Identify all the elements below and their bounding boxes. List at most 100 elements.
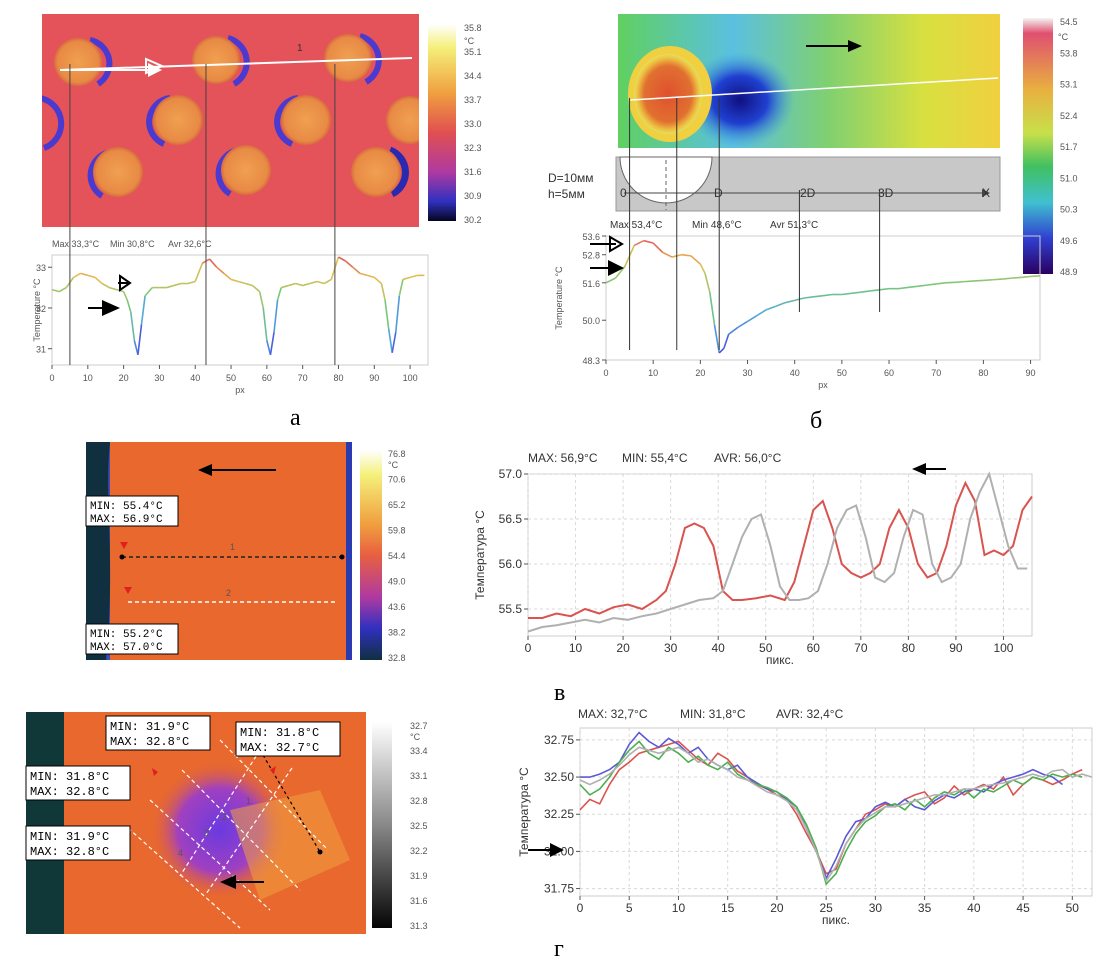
y-tick-label: 31.75: [544, 882, 574, 896]
series-segment: [690, 255, 701, 265]
series-segment: [194, 262, 204, 282]
colorbar-tick: 33.4: [410, 746, 428, 756]
scan-line-label-d2: 2: [222, 812, 227, 822]
colorbar-unit-b: °C: [1058, 32, 1069, 42]
series-segment: [1002, 277, 1012, 280]
series-segment: [73, 272, 82, 279]
series-segment: [387, 328, 393, 353]
x-tick-label: 25: [819, 901, 833, 915]
x-tick-label: 0: [49, 373, 54, 383]
info-box-d1-min: MIN: 31.9°C: [110, 720, 189, 734]
colorbar-tick: 50.3: [1060, 205, 1078, 215]
x-tick-label: 60: [262, 373, 272, 383]
colorbar-unit-a: °C: [464, 36, 475, 46]
colorbar-tick: 33.0: [464, 119, 482, 129]
series-line-1: [528, 480, 1033, 619]
colorbar-tick: 31.6: [410, 896, 428, 906]
info-box-d4: MIN: 31.9°C MAX: 32.8°C: [25, 825, 131, 861]
series-segment: [276, 287, 282, 301]
series-segment: [737, 320, 748, 328]
arrow-right-b1: [590, 235, 624, 253]
x-tick-label: 70: [931, 368, 941, 378]
series-segment: [983, 278, 993, 282]
series-segment: [129, 311, 136, 341]
series-segment: [813, 294, 824, 298]
stat-avg-a: Avr 32,6°C: [168, 239, 212, 249]
connector-lines-a: [69, 64, 336, 365]
flow-arrow-a: [60, 57, 165, 77]
colorbar-tick: 32.3: [464, 143, 482, 153]
panel-d-image: 1 2 3 4 MIN: 31.9°C MAX: 32.8°C MIN: 31.…: [25, 712, 428, 934]
series-segment: [280, 284, 289, 289]
colorbar-tick: 54.5: [1060, 17, 1078, 27]
colorbar-tick: 54.4: [388, 551, 406, 561]
scan-line-label-c1: 1: [230, 542, 235, 552]
colorbar-b: °C 54.5 53.8 53.1 52.4 51.7 51.0 50.3 49.6 48.9: [1023, 17, 1078, 277]
series-segment: [955, 280, 965, 284]
y-axis-label: Температура °C: [517, 767, 531, 857]
x-tick-label: 50: [837, 368, 847, 378]
y-axis-label: Temperature °C: [32, 278, 42, 342]
colorbar-tick: 32.8: [388, 653, 406, 663]
colorbar-tick: 32.2: [410, 846, 428, 856]
x-tick-label: 80: [902, 641, 916, 655]
colorbar-tick: 49.0: [388, 577, 406, 587]
y-tick-label: 32.25: [544, 807, 574, 821]
x-tick-label: 40: [790, 368, 800, 378]
series-segment: [295, 282, 303, 287]
colorbar-tick: 31.6: [464, 167, 482, 177]
x-tick-label: 90: [949, 641, 963, 655]
info-box-d3-min: MIN: 31.8°C: [30, 770, 109, 784]
series-segment: [747, 314, 758, 323]
flow-arrow-c: [198, 464, 276, 476]
connector-lines-b: [629, 98, 881, 350]
info-box-d3-max: MAX: 32.8°C: [30, 785, 109, 799]
series-segment: [122, 291, 128, 301]
stat-max-b: Max 53,4°C: [610, 220, 662, 231]
diagram-h-label: h=5мм: [548, 187, 585, 201]
x-tick-label: 10: [648, 368, 658, 378]
chart-b: 0 10 20 30 40 50 60 70 80 90 48.3 50.0 51.6 52.8 53.6 p…: [554, 232, 1041, 390]
colorbar-tick: 38.2: [388, 628, 406, 638]
series-segment: [51, 288, 60, 293]
thermal-spots-a: [42, 33, 419, 199]
x-tick-label: 50: [226, 373, 236, 383]
diagram-mark-2d: 2D: [800, 186, 816, 200]
series-segment: [208, 258, 218, 268]
x-tick-label: 60: [807, 641, 821, 655]
series-segment: [1011, 276, 1022, 279]
info-box-c1-max: MAX: 56.9°C: [90, 514, 163, 526]
x-axis-label: px: [235, 385, 245, 395]
series-segment: [137, 324, 143, 355]
x-tick-label: 20: [695, 368, 705, 378]
y-tick-label: 53.6: [582, 232, 600, 242]
thermal-image-b: [618, 14, 1000, 148]
info-box-d3: MIN: 31.8°C MAX: 32.8°C: [25, 765, 131, 801]
colorbar-a: °C 35.8 35.1 34.4 33.7 33.0 32.3 31.6 30.9 30.2: [428, 23, 482, 225]
series-segment: [338, 256, 347, 262]
series-line-4: [579, 746, 1093, 883]
x-tick-label: 45: [1016, 901, 1030, 915]
series-segment: [633, 239, 645, 247]
series-segment: [166, 284, 174, 289]
series-line-1: [579, 740, 1083, 875]
y-tick-label: 31: [36, 345, 46, 355]
chart-d: 0510152025303540455031.7532.0032.2532.50…: [517, 727, 1093, 927]
arrow-right-d: [528, 843, 564, 857]
info-box-d2-max: MAX: 32.7°C: [240, 741, 319, 755]
y-tick-label: 48.3: [582, 356, 600, 366]
series-segment: [704, 273, 711, 293]
y-axis-label: Температура °C: [473, 510, 487, 600]
series-segment: [80, 272, 89, 277]
panel-letter-b: б: [810, 408, 823, 434]
x-tick-label: 40: [967, 901, 981, 915]
series-segment: [359, 272, 368, 277]
series-segment: [652, 242, 664, 253]
series-segment: [288, 282, 296, 287]
series-segment: [917, 284, 927, 288]
series-segment: [409, 274, 418, 279]
series-line-3: [579, 740, 1083, 886]
x-tick-label: 100: [993, 641, 1013, 655]
series-segment: [402, 276, 411, 281]
x-tick-label: 30: [869, 901, 883, 915]
